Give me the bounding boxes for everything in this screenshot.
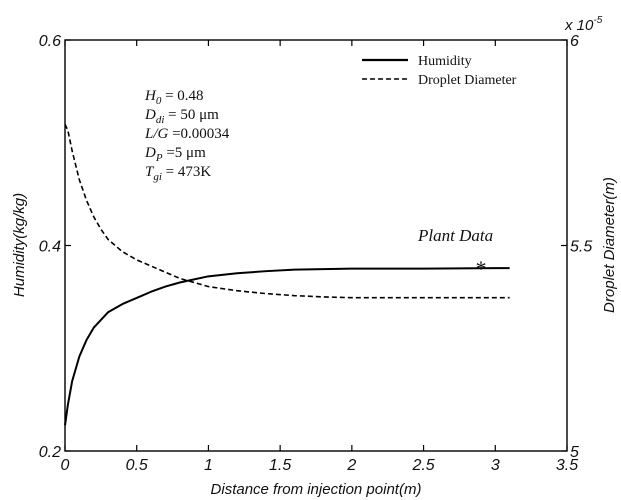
x-tick-label: 0: [61, 457, 70, 474]
plant-data-marker: *: [475, 256, 486, 281]
droplet-diameter-line: [64, 123, 510, 299]
y2-multiplier-base: x 10: [564, 17, 594, 34]
parameter-line: H0 = 0.48: [144, 88, 204, 107]
parameter-symbol: H: [144, 88, 157, 104]
x-tick-label: 3.5: [556, 457, 578, 474]
y2-multiplier: x 10-5: [564, 15, 603, 34]
y2-multiplier-exponent: -5: [593, 15, 602, 26]
y2-axis-ticks: 55.56: [561, 33, 592, 461]
x-tick-label: 3: [491, 457, 500, 474]
parameter-value: = 473K: [162, 164, 211, 180]
x-axis-title: Distance from injection point(m): [211, 481, 422, 498]
x-tick-label: 2: [346, 457, 356, 474]
legend-label-droplet: Droplet Diameter: [418, 73, 517, 88]
y-tick-label: 0.6: [39, 33, 61, 50]
parameter-symbol: L/G: [144, 126, 169, 142]
parameter-value: = 0.48: [161, 88, 203, 104]
y-tick-label: 0.4: [39, 239, 61, 256]
y-axis-title: Humidity(kg/kg): [11, 193, 28, 297]
legend-label-humidity: Humidity: [418, 54, 472, 69]
parameter-value: =0.00034: [168, 126, 229, 142]
x-tick-label: 1: [204, 457, 213, 474]
parameter-line: Tgi = 473K: [145, 164, 211, 183]
series-lines: [64, 123, 510, 426]
parameter-symbol: T: [145, 164, 155, 180]
y2-tick-label: 5: [570, 444, 579, 461]
plot-area: [64, 39, 568, 452]
x-tick-label: 2.5: [411, 457, 434, 474]
parameter-line: L/G =0.00034: [144, 126, 230, 142]
parameter-value: = 50 μm: [164, 107, 219, 123]
parameter-subscript: di: [156, 114, 165, 126]
parameter-value: =5 μm: [163, 145, 207, 161]
y-axis-ticks: 0.2 0.4 0.6: [39, 33, 71, 461]
parameter-subscript: 0: [156, 95, 162, 107]
parameter-symbol: D: [144, 107, 156, 123]
y2-tick-label: 6: [570, 33, 579, 50]
parameter-line: DP =5 μm: [144, 145, 206, 164]
parameter-line: Ddi = 50 μm: [144, 107, 219, 126]
plant-data-label: Plant Data: [417, 226, 493, 245]
y2-tick-label: 5.5: [570, 239, 592, 256]
y-tick-label: 0.2: [39, 444, 61, 461]
x-axis-ticks: 0 0.5 1 1.5 2 2.5 3 3.5: [61, 40, 578, 474]
legend: Humidity Droplet Diameter: [362, 54, 517, 88]
humidity-line: [64, 267, 510, 426]
parameter-subscript: gi: [153, 171, 162, 183]
y2-axis-title: Droplet Diameter(m): [601, 177, 618, 313]
parameter-subscript: P: [155, 152, 163, 164]
parameter-symbol: D: [144, 145, 156, 161]
x-tick-label: 0.5: [126, 457, 148, 474]
x-tick-label: 1.5: [269, 457, 291, 474]
